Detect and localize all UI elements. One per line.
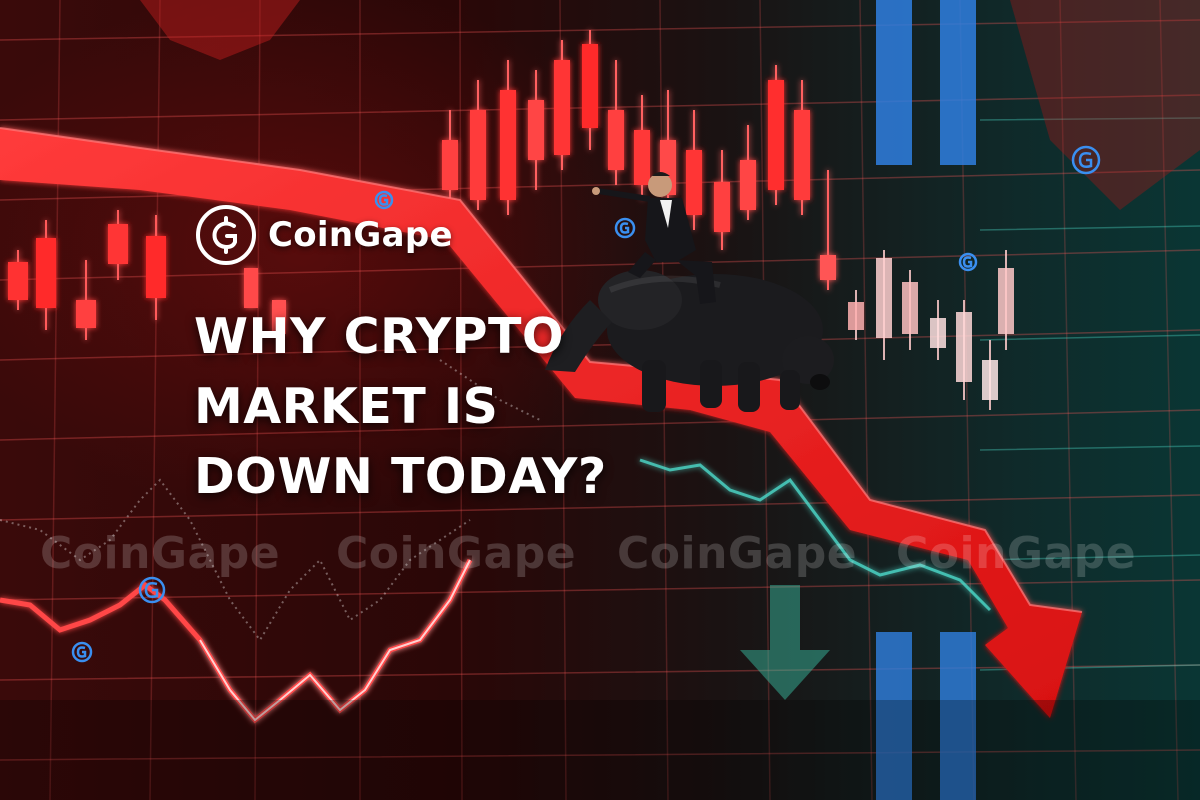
headline: WHY CRYPTO MARKET IS DOWN TODAY? [194, 302, 714, 512]
coingape-logo-icon [196, 205, 256, 265]
businessman-icon [592, 172, 716, 304]
candlesticks-left [8, 210, 286, 340]
price-line-left [0, 558, 473, 724]
candlesticks-right [848, 250, 1014, 410]
background-arrows [140, 0, 1200, 700]
coin-icon [614, 217, 636, 239]
headline-line-3: DOWN TODAY? [194, 448, 607, 505]
headline-line-2: MARKET IS [194, 378, 499, 435]
coin-icon [374, 190, 394, 210]
watermark-text: CoinGape [617, 528, 858, 579]
price-line-right [639, 458, 992, 612]
watermark-text: CoinGape [896, 528, 1137, 579]
headline-line-1: WHY CRYPTO [194, 308, 565, 365]
coin-icon [71, 641, 93, 663]
coin-icon [1071, 145, 1101, 175]
brand-logo: CoinGape [196, 203, 453, 267]
candlesticks-top [442, 30, 836, 290]
brand-name: CoinGape [268, 215, 453, 255]
coin-icon [958, 252, 978, 272]
watermark-text: CoinGape [336, 528, 577, 579]
volume-bars [876, 0, 976, 800]
watermark-text: CoinGape [40, 528, 281, 579]
coin-icon [138, 576, 166, 604]
coin-icons [71, 145, 1101, 663]
ghost-chart [0, 359, 541, 642]
